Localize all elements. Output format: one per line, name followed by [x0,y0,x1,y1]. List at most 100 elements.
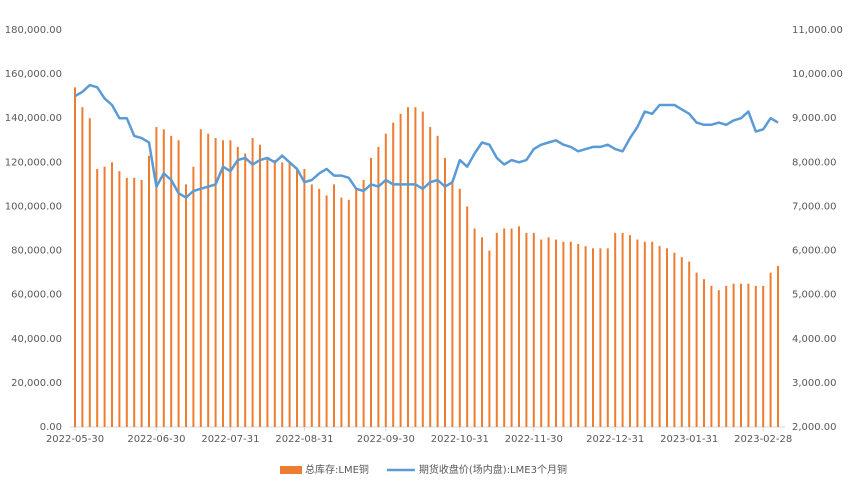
bar [584,246,587,427]
bar [562,241,565,427]
bar [451,179,454,427]
bar [532,232,535,427]
bar [407,107,409,427]
y-tick-label: 20,000.00 [11,378,62,389]
bar [370,157,372,427]
bar [569,241,572,427]
bar [325,195,328,427]
bar [74,87,76,427]
bar [81,107,84,427]
bar [96,168,99,427]
x-tick-label: 2022-06-30 [127,434,185,445]
bar [266,157,269,427]
bar [666,248,668,427]
bar [555,239,557,427]
bar [510,228,513,427]
y-tick-label: 100,000.00 [5,201,62,212]
bar [362,179,365,427]
bar [466,206,469,427]
bar [769,272,772,427]
bar [614,232,617,427]
bar [310,184,313,427]
bar [118,171,121,427]
bar [777,265,779,427]
bar [703,279,705,427]
bar [636,239,639,427]
line [74,83,779,199]
bar [170,135,173,427]
bar [732,283,735,427]
x-tick-label: 2022-10-31 [431,434,489,445]
y2-tick-label: 11,000.00 [792,25,843,36]
bar [236,146,239,427]
x-tick-label: 2022-09-30 [357,434,415,445]
bar [717,290,720,427]
legend-swatch [280,466,302,474]
bar [111,162,113,428]
bar [103,166,106,427]
bar [288,162,291,428]
bar [177,140,180,427]
y2-tick-label: 6,000.00 [792,246,837,257]
y2-tick-label: 7,000.00 [792,201,837,212]
bar [192,166,195,427]
bar [495,232,498,427]
y-tick-label: 140,000.00 [5,113,62,124]
bar [273,160,276,427]
bar [333,184,335,427]
y-tick-label: 80,000.00 [11,246,62,257]
bar [525,232,528,427]
bar [599,248,602,427]
bar [762,285,765,427]
bar [140,179,143,427]
y-tick-label: 0.00 [40,422,62,433]
bar [155,127,158,428]
bar [710,285,713,427]
x-tick-label: 2022-11-30 [505,434,563,445]
y2-tick-label: 4,000.00 [792,334,837,345]
x-tick-label: 2022-12-31 [586,434,644,445]
bar [199,129,202,427]
bar [125,177,128,427]
bar [747,283,750,427]
y-tick-label: 40,000.00 [11,334,62,345]
bar [481,237,483,427]
bar [680,257,683,427]
y-tick-label: 160,000.00 [5,69,62,80]
bar [399,113,402,428]
bar [643,241,646,427]
bar [547,237,550,427]
bar [133,177,136,427]
bar [592,248,594,427]
legend-label: 期货收盘价(场内盘):LME3个月铜 [419,463,567,476]
y-tick-label: 60,000.00 [11,290,62,301]
bar [621,232,624,427]
x-tick-label: 2023-02-28 [734,434,792,445]
y-tick-label: 120,000.00 [5,157,62,168]
bar [473,228,476,427]
bar [458,188,461,427]
x-tick-label: 2022-05-30 [46,434,104,445]
bar [214,138,217,428]
bar [725,285,728,427]
legend-label: 总库存:LME铜 [305,463,369,476]
bar [392,122,395,427]
bar [244,153,247,427]
bar [444,157,446,427]
bar [162,129,165,427]
bar [658,246,661,427]
bar [185,184,187,427]
bar [629,235,631,427]
bar [688,261,691,427]
x-tick-label: 2023-01-31 [660,434,718,445]
bar [651,241,654,427]
bar [148,155,150,427]
bar [488,250,491,427]
x-tick-label: 2022-08-31 [275,434,333,445]
bar [347,199,350,427]
bar [414,107,417,427]
bar [222,140,224,427]
bar [207,133,210,427]
bar [540,239,543,427]
